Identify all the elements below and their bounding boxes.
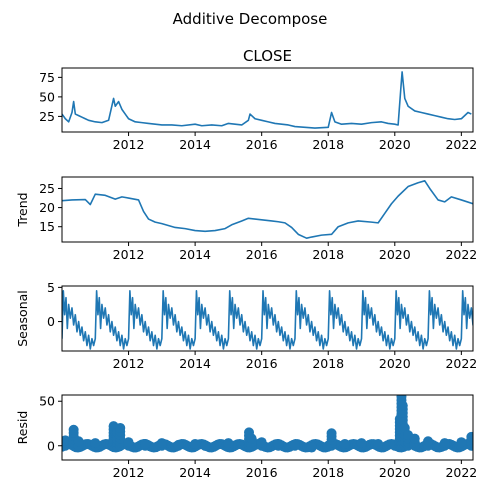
y-tick-label: 50 (39, 89, 55, 104)
trend-series-line (62, 180, 473, 239)
resid-y-axis-label: Resid (15, 411, 30, 445)
resid-point (156, 438, 167, 449)
x-tick-label: 2014 (179, 247, 211, 262)
resid-point (73, 436, 84, 447)
y-tick-label: 25 (39, 109, 55, 124)
x-tick-label: 2020 (379, 356, 411, 371)
figure-title: Additive Decompose (173, 10, 328, 28)
seasonal-y-axis-label: Seasonal (15, 290, 30, 347)
resid-point (373, 438, 384, 449)
y-tick-label: 0 (47, 438, 55, 453)
y-tick-label: 75 (39, 70, 55, 85)
resid-point (456, 437, 467, 448)
close-panel: 2012 2014 2016 2018 2020 2022 25 50 75 CLOSE (39, 47, 477, 152)
resid-point (173, 439, 184, 450)
resid-panel: 2012 2014 2016 2018 2020 2022 0 50 Resid (15, 394, 477, 480)
x-tick-label: 2020 (379, 137, 411, 152)
x-tick-label: 2020 (379, 247, 411, 262)
x-tick-label: 2022 (445, 465, 477, 480)
resid-point (140, 438, 151, 449)
resid-point (339, 438, 350, 449)
resid-point (223, 438, 234, 449)
seasonal-axes-frame (61, 285, 474, 352)
x-tick-label: 2012 (113, 356, 145, 371)
trend-axes-frame (61, 176, 474, 243)
resid-point (246, 433, 257, 444)
x-tick-label: 2016 (246, 356, 278, 371)
x-tick-label: 2018 (312, 465, 344, 480)
x-tick-label: 2014 (179, 356, 211, 371)
resid-point (306, 442, 317, 453)
resid-point (409, 433, 420, 444)
resid-point (256, 437, 267, 448)
resid-point (423, 436, 434, 447)
resid-point (68, 424, 79, 435)
x-tick-label: 2012 (113, 137, 145, 152)
x-tick-label: 2016 (246, 465, 278, 480)
trend-plot-area (62, 180, 473, 239)
seasonal-panel: 2012 2014 2016 2018 2020 2022 0 5 Seasonal (15, 280, 477, 371)
x-tick-label: 2018 (312, 247, 344, 262)
x-tick-label: 2022 (445, 356, 477, 371)
resid-point (115, 422, 126, 433)
resid-axes-frame (61, 394, 474, 461)
seasonal-plot-area (62, 289, 473, 350)
resid-plot-area (62, 395, 473, 453)
close-plot-area (62, 71, 472, 129)
x-tick-label: 2014 (179, 137, 211, 152)
x-tick-label: 2012 (113, 465, 145, 480)
y-tick-label: 5 (47, 280, 55, 295)
x-tick-label: 2022 (445, 247, 477, 262)
x-tick-label: 2012 (113, 247, 145, 262)
y-tick-label: 50 (39, 394, 55, 409)
x-tick-label: 2016 (246, 247, 278, 262)
resid-point (123, 437, 134, 448)
resid-point (273, 438, 284, 449)
resid-point (466, 431, 473, 442)
close-axes-frame (61, 67, 474, 133)
close-series-line (62, 71, 472, 129)
x-tick-label: 2014 (179, 465, 211, 480)
trend-panel: 2012 2014 2016 2018 2020 2022 15 20 25 Trend (15, 176, 477, 262)
resid-point (326, 428, 337, 439)
resid-point (396, 395, 407, 402)
x-tick-label: 2022 (445, 137, 477, 152)
resid-point (190, 438, 201, 449)
y-tick-label: 20 (39, 200, 55, 215)
resid-point (289, 439, 300, 450)
resid-point (397, 400, 408, 411)
seasonal-series-line (62, 289, 473, 350)
x-tick-label: 2018 (312, 137, 344, 152)
resid-point (200, 440, 211, 451)
resid-point (439, 438, 450, 449)
x-tick-label: 2016 (246, 137, 278, 152)
resid-point (356, 438, 367, 449)
x-tick-label: 2020 (379, 465, 411, 480)
y-tick-label: 0 (47, 314, 55, 329)
trend-y-axis-label: Trend (15, 192, 30, 227)
close-panel-title: CLOSE (243, 47, 292, 65)
y-tick-label: 25 (39, 181, 55, 196)
resid-point (90, 438, 101, 449)
x-tick-label: 2018 (312, 356, 344, 371)
y-tick-label: 15 (39, 219, 55, 234)
resid-point (62, 435, 71, 446)
